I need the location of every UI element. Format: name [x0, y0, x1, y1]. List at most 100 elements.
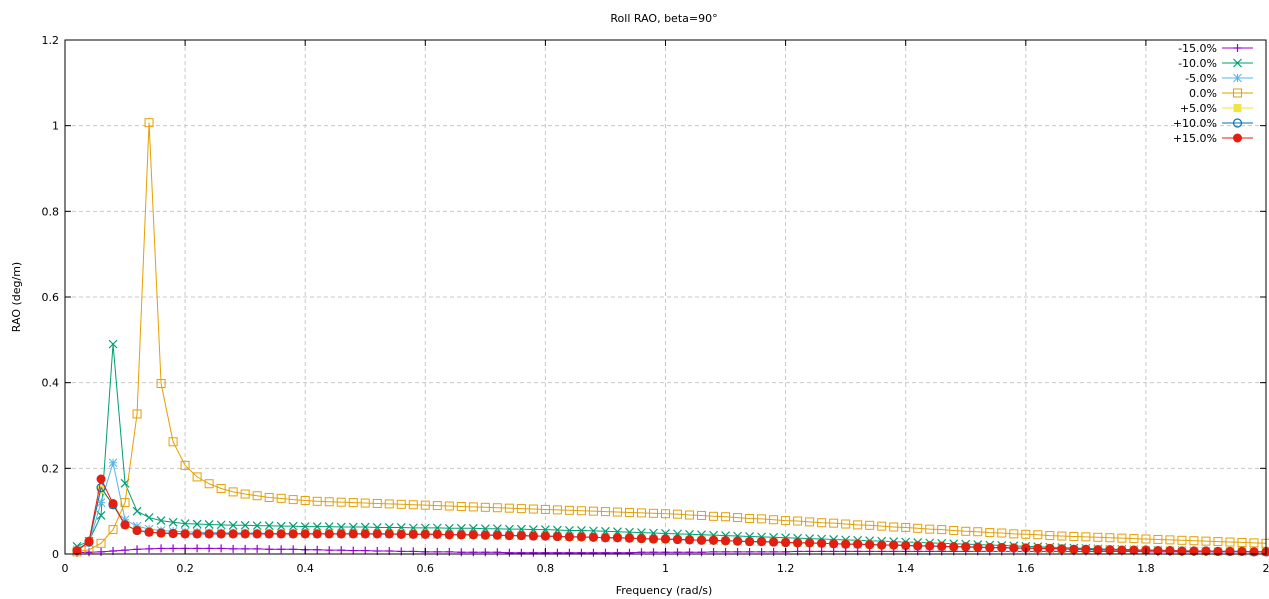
data-point-square	[204, 479, 214, 489]
series-line	[76, 344, 1266, 553]
data-point-square	[288, 495, 298, 505]
data-point-filled-circle	[805, 538, 815, 548]
data-point-filled-circle	[1177, 546, 1187, 556]
data-point-plus	[565, 548, 574, 557]
data-point-square	[961, 526, 971, 536]
data-point-cross	[192, 519, 202, 529]
data-point-plus	[577, 548, 586, 557]
legend-entry: 0.0%	[1189, 87, 1253, 100]
data-point-plus	[457, 548, 466, 557]
data-point-plus	[337, 546, 346, 555]
data-point-square	[480, 502, 490, 512]
data-point-filled-circle	[432, 529, 442, 539]
data-point-plus	[229, 544, 238, 553]
data-point-cross	[336, 522, 346, 532]
x-tick-label: 2	[1263, 562, 1269, 575]
data-point-plus	[157, 544, 166, 553]
data-point-plus	[589, 548, 598, 557]
data-point-square	[697, 510, 707, 520]
data-point-filled-circle	[1153, 546, 1163, 556]
data-point-plus	[649, 548, 658, 557]
data-point-square	[913, 523, 923, 533]
x-tick-label: 1	[662, 562, 669, 575]
data-point-filled-circle	[733, 536, 743, 546]
data-point-square	[300, 495, 310, 505]
data-point-plus	[481, 548, 490, 557]
series-line	[76, 122, 1267, 553]
data-point-square	[889, 522, 899, 532]
data-point-filled-circle	[781, 537, 791, 547]
legend-label: -5.0%	[1185, 72, 1217, 85]
data-point-filled-circle	[72, 546, 82, 556]
x-tick-label: 0.4	[296, 562, 314, 575]
data-point-filled-circle	[865, 540, 875, 550]
data-point-square	[733, 513, 743, 523]
data-point-plus	[769, 547, 778, 556]
data-series	[72, 118, 1269, 557]
data-point-square	[180, 460, 190, 470]
data-point-plus	[361, 546, 370, 555]
data-point-plus	[277, 545, 286, 554]
series-line	[76, 547, 1266, 554]
data-point-filled-circle	[997, 543, 1007, 553]
data-point-filled-circle	[348, 529, 358, 539]
data-point-square	[516, 504, 526, 514]
data-point-filled-circle	[216, 529, 226, 539]
data-point-square	[228, 487, 238, 497]
series-0.0%	[72, 118, 1269, 557]
data-point-plus	[121, 546, 130, 555]
data-point-star	[96, 498, 106, 507]
data-point-square	[793, 516, 803, 526]
data-point-plus	[97, 547, 106, 556]
axis-ticks: 0 0.2 0.4 0.6 0.8 1 1.2 1.4 1.6 1.8 2 0 0.2 0.4 0.6 0.8…	[42, 34, 1269, 575]
data-point-square	[1177, 535, 1187, 545]
x-axis-title: Frequency (rad/s)	[616, 584, 713, 597]
legend-label: -15.0%	[1178, 42, 1217, 55]
data-point-filled-circle	[504, 531, 514, 541]
data-point-square	[336, 497, 346, 507]
data-point-square	[685, 510, 695, 520]
data-point-square	[853, 520, 863, 530]
data-point-square	[1117, 533, 1127, 543]
data-point-square	[817, 518, 827, 528]
y-tick-label: 0.6	[42, 291, 60, 304]
data-point-square	[132, 409, 142, 419]
series-+15.0%	[72, 474, 1269, 557]
data-point-square	[324, 497, 334, 507]
data-point-square	[396, 499, 406, 509]
data-point-square	[805, 517, 815, 527]
data-point-filled-circle	[1233, 133, 1242, 143]
data-point-cross	[108, 339, 118, 349]
data-point-filled-circle	[480, 530, 490, 540]
data-point-plus	[721, 547, 730, 556]
data-point-square	[1057, 531, 1067, 541]
data-point-square	[925, 524, 935, 534]
data-point-filled-circle	[444, 530, 454, 540]
data-point-cross	[300, 522, 310, 532]
data-point-square	[1105, 533, 1115, 543]
legend-entry: -10.0%	[1178, 57, 1253, 70]
data-point-square	[661, 509, 670, 519]
data-point-filled-circle	[769, 537, 779, 547]
data-point-filled-circle	[552, 531, 562, 541]
data-point-filled-circle	[985, 543, 995, 553]
data-point-filled-circle	[1093, 545, 1103, 555]
data-point-filled-circle	[144, 527, 154, 537]
legend-entry: -15.0%	[1178, 42, 1253, 55]
data-point-filled-circle	[1081, 544, 1091, 554]
data-point-filled-circle	[108, 498, 118, 508]
data-point-square	[360, 498, 370, 508]
data-point-filled-circle	[588, 532, 598, 542]
data-point-filled-circle	[949, 542, 959, 552]
x-tick-label: 0	[62, 562, 69, 575]
data-point-square	[1201, 536, 1211, 546]
data-point-plus	[637, 548, 646, 557]
data-point-square	[757, 514, 767, 524]
data-point-cross	[264, 521, 274, 531]
y-tick-label: 1	[52, 120, 59, 133]
data-point-square	[648, 508, 658, 518]
data-point-cross	[324, 522, 334, 532]
data-point-square	[877, 521, 887, 531]
data-point-plus	[745, 547, 754, 556]
data-point-square	[1033, 530, 1043, 540]
